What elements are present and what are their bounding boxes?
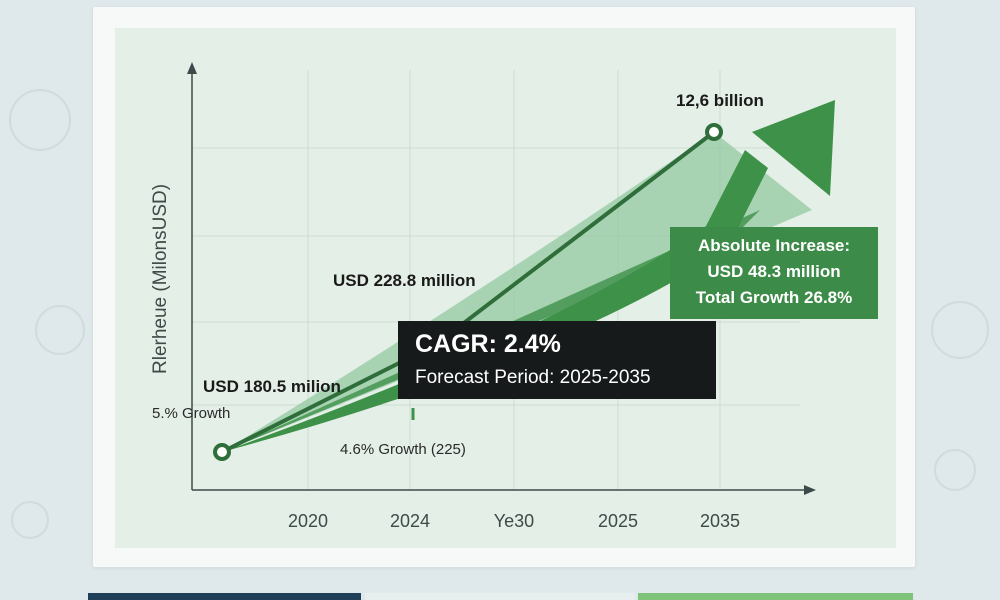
increase-title: Absolute Increase: bbox=[697, 236, 851, 255]
arrow-head bbox=[752, 100, 835, 196]
arrow-body bbox=[706, 150, 768, 248]
x-tick-label: Ye30 bbox=[494, 511, 534, 531]
x-axis-arrowhead bbox=[804, 485, 816, 495]
y-axis-label: Rlerheue (MilonsUSD) bbox=[150, 184, 171, 374]
bottom-tab-1 bbox=[88, 593, 361, 600]
data-point-end bbox=[705, 123, 723, 141]
y-axis-arrowhead bbox=[187, 62, 197, 74]
x-tick-label: 2035 bbox=[700, 511, 740, 531]
cagr-callout: CAGR: 2.4% Forecast Period: 2025-2035 bbox=[398, 321, 716, 399]
growth-area-light bbox=[222, 132, 812, 452]
data-label-start: USD 180.5 milion bbox=[203, 377, 341, 396]
growth-label-mid: 4.6% Growth (225) bbox=[340, 441, 466, 458]
forecast-period: Forecast Period: 2025-2035 bbox=[415, 367, 651, 388]
increase-amount: USD 48.3 million bbox=[707, 262, 841, 281]
absolute-increase-box: Absolute Increase: USD 48.3 million Tota… bbox=[670, 227, 878, 319]
x-tick-label: 2024 bbox=[390, 511, 430, 531]
cagr-value: CAGR: 2.4% bbox=[415, 330, 561, 358]
bottom-tab-3 bbox=[638, 593, 913, 600]
growth-label-left: 5.% Growth bbox=[152, 405, 230, 422]
data-label-mid: USD 228.8 million bbox=[333, 271, 476, 290]
x-tick-label: 2020 bbox=[288, 511, 328, 531]
bottom-tab-2 bbox=[365, 593, 635, 600]
x-tick-labels: 2020 2024 Ye30 2025 2035 bbox=[288, 511, 740, 531]
data-label-end: 12,6 billion bbox=[676, 91, 764, 110]
data-point-start bbox=[213, 443, 231, 461]
total-growth: Total Growth 26.8% bbox=[695, 288, 853, 307]
x-tick-label: 2025 bbox=[598, 511, 638, 531]
